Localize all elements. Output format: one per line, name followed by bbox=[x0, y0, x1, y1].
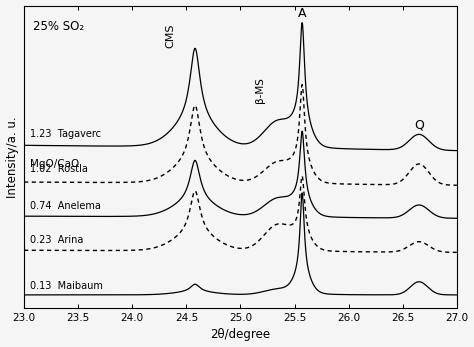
Text: 1.23  Tagaverc: 1.23 Tagaverc bbox=[29, 129, 100, 139]
Text: MgO/CaO: MgO/CaO bbox=[29, 159, 79, 169]
Text: 25% SO₂: 25% SO₂ bbox=[33, 19, 84, 33]
Text: 0.13  Maibaum: 0.13 Maibaum bbox=[29, 281, 102, 291]
Y-axis label: Intensity/a. u.: Intensity/a. u. bbox=[6, 117, 18, 198]
Text: 0.74  Anelema: 0.74 Anelema bbox=[29, 201, 100, 211]
X-axis label: 2θ/degree: 2θ/degree bbox=[210, 329, 271, 341]
Text: 0.23  Arina: 0.23 Arina bbox=[29, 235, 83, 245]
Text: β-MS: β-MS bbox=[255, 78, 265, 103]
Text: A: A bbox=[298, 7, 306, 20]
Text: CMS: CMS bbox=[165, 24, 175, 48]
Text: Q: Q bbox=[414, 119, 424, 132]
Text: 1.02  Rostla: 1.02 Rostla bbox=[29, 164, 87, 174]
